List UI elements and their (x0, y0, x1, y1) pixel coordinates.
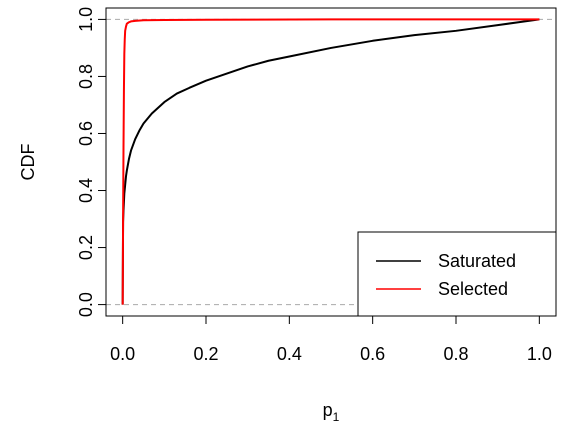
series-line-selected (121, 18, 540, 305)
series-layer (121, 18, 540, 305)
legend: Saturated Selected (357, 231, 557, 317)
series-line-saturated (121, 18, 540, 305)
legend-label-selected: Selected (438, 279, 508, 299)
x-tick-label: 0.6 (360, 344, 385, 364)
x-tick-label: 0.0 (110, 344, 135, 364)
y-tick-label: 0.0 (76, 292, 96, 317)
y-tick-label: 0.2 (76, 235, 96, 260)
x-tick-label: 0.4 (277, 344, 302, 364)
y-tick-label: 0.8 (76, 64, 96, 89)
x-tick-label: 0.8 (443, 344, 468, 364)
y-tick-label: 0.4 (76, 178, 96, 203)
legend-label-saturated: Saturated (438, 251, 516, 271)
y-tick-label: 0.6 (76, 121, 96, 146)
y-axis-label: CDF (18, 144, 38, 181)
x-tick-label: 1.0 (527, 344, 552, 364)
x-tick-label: 0.2 (193, 344, 218, 364)
y-axis: 0.0 0.2 0.4 0.6 0.8 1.0 (76, 7, 107, 317)
x-axis-label-subscript: 1 (333, 410, 340, 424)
x-axis: 0.0 0.2 0.4 0.6 0.8 1.0 (110, 315, 552, 364)
legend-box (357, 231, 557, 317)
x-axis-label: p1 (323, 400, 340, 424)
x-axis-label-main: p (323, 400, 333, 420)
y-tick-label: 1.0 (76, 7, 96, 32)
